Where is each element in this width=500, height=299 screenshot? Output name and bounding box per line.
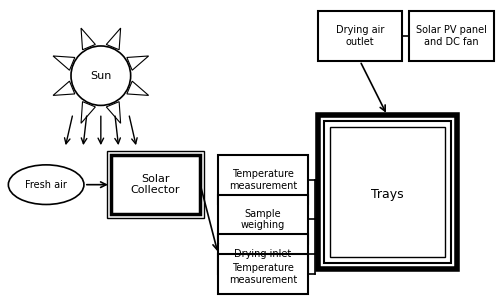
Bar — [409, 11, 494, 61]
Text: Solar
Collector: Solar Collector — [131, 174, 180, 196]
Polygon shape — [81, 28, 96, 50]
Text: Trays: Trays — [371, 188, 404, 201]
Bar — [330, 127, 445, 257]
Polygon shape — [127, 56, 148, 70]
Polygon shape — [53, 56, 75, 70]
Text: Fresh air: Fresh air — [25, 180, 67, 190]
Bar — [318, 115, 457, 269]
Circle shape — [71, 46, 130, 106]
Text: Drying inlet: Drying inlet — [234, 249, 292, 259]
Text: Temperature
measurement: Temperature measurement — [229, 263, 297, 285]
Ellipse shape — [8, 165, 84, 205]
Bar — [218, 254, 308, 294]
Polygon shape — [81, 102, 96, 123]
Bar — [218, 155, 308, 205]
Bar — [107, 151, 204, 218]
Text: Sun: Sun — [90, 71, 112, 81]
Bar — [318, 11, 402, 61]
Text: Drying air
outlet: Drying air outlet — [336, 25, 384, 47]
Text: Sample
weighing: Sample weighing — [241, 208, 285, 230]
Bar — [111, 155, 200, 214]
Text: Solar PV panel
and DC fan: Solar PV panel and DC fan — [416, 25, 487, 47]
Bar — [218, 234, 308, 274]
Bar — [218, 195, 308, 244]
Polygon shape — [53, 81, 75, 95]
Bar — [324, 121, 451, 263]
Polygon shape — [127, 81, 148, 95]
Polygon shape — [106, 102, 120, 123]
Polygon shape — [106, 28, 120, 50]
Text: Temperature
measurement: Temperature measurement — [229, 169, 297, 190]
